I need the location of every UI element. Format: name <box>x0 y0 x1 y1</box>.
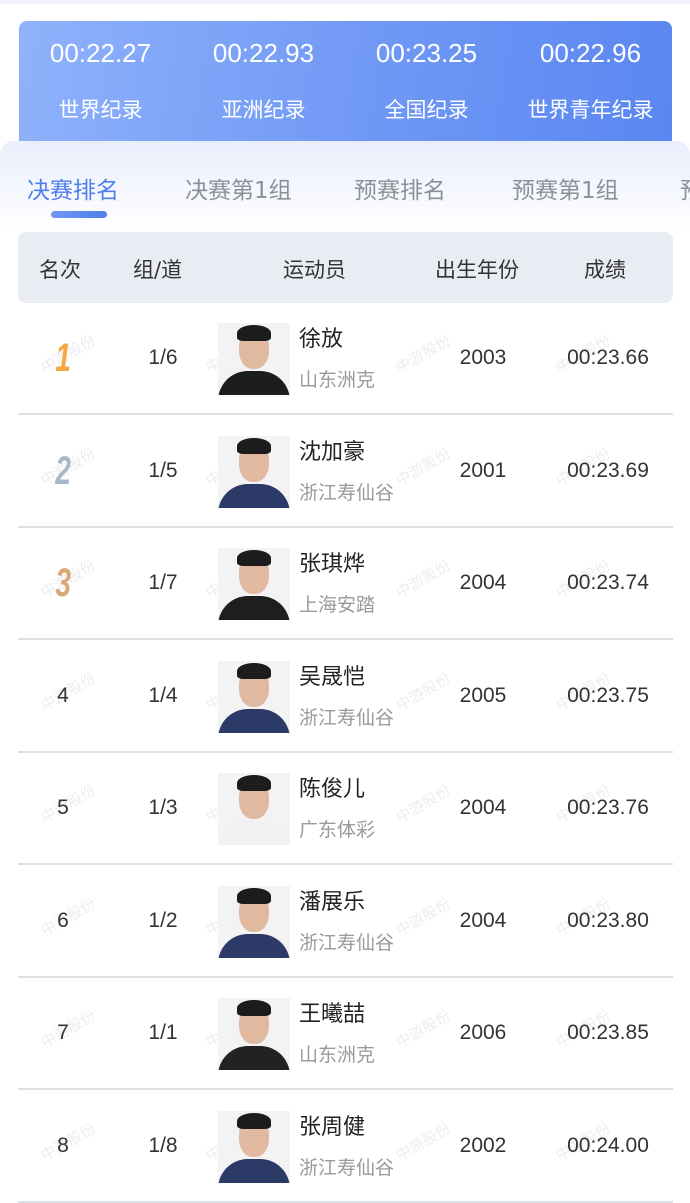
athlete-photo <box>218 1110 290 1183</box>
rank-cell: 2 <box>18 416 108 526</box>
lane-cell: 1/1 <box>148 1021 178 1044</box>
rank-medal: 3 <box>55 561 71 605</box>
athlete-team: 山东洲克 <box>299 1044 376 1066</box>
athlete-team: 浙江寿仙谷 <box>299 931 395 954</box>
birth-year-cell: 2006 <box>459 1021 507 1044</box>
athlete-team: 浙江寿仙谷 <box>299 481 395 504</box>
athlete-name[interactable]: 徐放 <box>299 327 344 352</box>
rank-number: 6 <box>57 908 69 932</box>
tab-2[interactable]: 预赛排名 <box>354 178 446 204</box>
table-row[interactable]: 中游股份 中游股份 中游股份 中游股份 8 1/8 张周健 浙江寿仙谷 2002… <box>18 1091 673 1203</box>
athlete-photo <box>218 660 290 733</box>
result-cell: 00:23.74 <box>567 571 649 594</box>
result-cell: 00:23.66 <box>567 346 649 369</box>
header-athlete: 运动员 <box>283 258 346 282</box>
result-cell: 00:23.76 <box>567 796 649 819</box>
athlete-photo <box>218 773 290 845</box>
rank-cell: 1 <box>18 303 108 413</box>
lane-cell: 1/2 <box>148 908 178 932</box>
athlete-name[interactable]: 张琪烨 <box>299 552 366 577</box>
rank-cell: 3 <box>18 528 108 638</box>
table-row[interactable]: 中游股份 中游股份 中游股份 中游股份 7 1/1 王曦喆 山东洲克 2006 … <box>18 978 673 1090</box>
lane-cell: 1/8 <box>148 1133 178 1157</box>
table-row[interactable]: 中游股份 中游股份 中游股份 中游股份 5 1/3 陈俊儿 广东体彩 2004 … <box>18 753 673 865</box>
birth-year-cell: 2005 <box>459 683 507 707</box>
table-row[interactable]: 中游股份 中游股份 中游股份 中游股份 3 1/7 张琪烨 上海安踏 2004 … <box>18 528 673 640</box>
lane-cell: 1/5 <box>148 458 178 482</box>
athlete-name[interactable]: 王曦喆 <box>299 1002 366 1027</box>
record-time: 00:22.96 <box>539 38 642 68</box>
active-tab-indicator <box>51 211 107 218</box>
record-time: 00:23.25 <box>375 38 478 68</box>
table-row[interactable]: 中游股份 中游股份 中游股份 中游股份 2 1/5 沈加豪 浙江寿仙谷 2001… <box>18 416 673 528</box>
lane-cell: 1/6 <box>148 346 178 369</box>
tab-0[interactable]: 决赛排名 <box>27 178 119 204</box>
result-cell: 00:23.75 <box>567 683 649 707</box>
birth-year-cell: 2004 <box>459 796 507 819</box>
athlete-team: 浙江寿仙谷 <box>299 706 395 729</box>
header-birth-year: 出生年份 <box>435 258 519 282</box>
lane-cell: 1/4 <box>148 683 178 707</box>
athlete-name[interactable]: 潘展乐 <box>299 889 366 915</box>
record-time: 00:22.27 <box>49 38 152 68</box>
tab-3[interactable]: 预赛第1组 <box>512 178 619 204</box>
birth-year-cell: 2004 <box>459 571 507 594</box>
athlete-photo <box>218 435 290 508</box>
result-cell: 00:23.69 <box>567 458 649 482</box>
rank-cell: 7 <box>18 978 108 1088</box>
records-banner: 00:22.27 世界纪录 00:22.93 亚洲纪录 00:23.25 全国纪录 0… <box>19 21 672 161</box>
rank-medal: 2 <box>55 448 71 493</box>
athlete-name[interactable]: 吴晟恺 <box>299 664 366 690</box>
rank-cell: 5 <box>18 753 108 863</box>
tab-bar: 决赛排名 决赛第1组 预赛排名 预赛第1组 预 <box>0 171 690 221</box>
rank-number: 4 <box>57 683 69 707</box>
header-lane: 组/道 <box>133 258 183 282</box>
athlete-photo <box>218 885 290 958</box>
record-label: 世界青年纪录 <box>527 98 654 122</box>
tab-4[interactable]: 预 <box>680 171 690 205</box>
birth-year-cell: 2001 <box>459 458 507 482</box>
table-row[interactable]: 中游股份 中游股份 中游股份 中游股份 1 1/6 徐放 山东洲克 2003 0… <box>18 303 673 415</box>
result-cell: 00:24.00 <box>567 1133 649 1157</box>
result-cell: 00:23.80 <box>567 908 649 932</box>
record-label: 全国纪录 <box>384 98 469 122</box>
athlete-name[interactable]: 沈加豪 <box>299 439 366 465</box>
results-panel: 决赛排名 决赛第1组 预赛排名 预赛第1组 预 <box>0 141 690 1170</box>
record-label: 亚洲纪录 <box>221 98 306 122</box>
top-divider <box>0 0 690 4</box>
header-rank: 名次 <box>39 258 81 282</box>
athlete-team: 广东体彩 <box>299 819 376 841</box>
record-label: 世界纪录 <box>58 98 143 122</box>
rank-cell: 4 <box>18 641 108 751</box>
table-row[interactable]: 中游股份 中游股份 中游股份 中游股份 6 1/2 潘展乐 浙江寿仙谷 2004… <box>18 866 673 978</box>
table-row[interactable]: 中游股份 中游股份 中游股份 中游股份 4 1/4 吴晟恺 浙江寿仙谷 2005… <box>18 641 673 753</box>
lane-cell: 1/3 <box>148 796 178 819</box>
athlete-photo <box>218 548 290 620</box>
header-result: 成绩 <box>584 258 626 282</box>
athlete-team: 山东洲克 <box>299 369 376 391</box>
athlete-name[interactable]: 张周健 <box>299 1114 366 1140</box>
athlete-team: 浙江寿仙谷 <box>299 1156 395 1179</box>
athlete-photo <box>218 998 290 1070</box>
birth-year-cell: 2004 <box>459 908 507 932</box>
table-header: 名次 组/道 运动员 出生年份 成绩 <box>18 232 673 303</box>
birth-year-cell: 2002 <box>459 1133 507 1157</box>
athlete-team: 上海安踏 <box>299 594 376 616</box>
rank-number: 5 <box>57 796 69 819</box>
lane-cell: 1/7 <box>148 571 178 594</box>
record-time: 00:22.93 <box>212 38 315 68</box>
birth-year-cell: 2003 <box>459 346 507 369</box>
tab-1[interactable]: 决赛第1组 <box>185 178 292 204</box>
rank-cell: 6 <box>18 866 108 976</box>
result-cell: 00:23.85 <box>567 1021 649 1044</box>
rank-medal: 1 <box>55 336 71 380</box>
rank-cell: 8 <box>18 1091 108 1201</box>
rank-number: 8 <box>57 1133 69 1157</box>
rank-number: 7 <box>57 1021 69 1044</box>
athlete-photo <box>218 323 290 395</box>
athlete-name[interactable]: 陈俊儿 <box>299 777 366 802</box>
